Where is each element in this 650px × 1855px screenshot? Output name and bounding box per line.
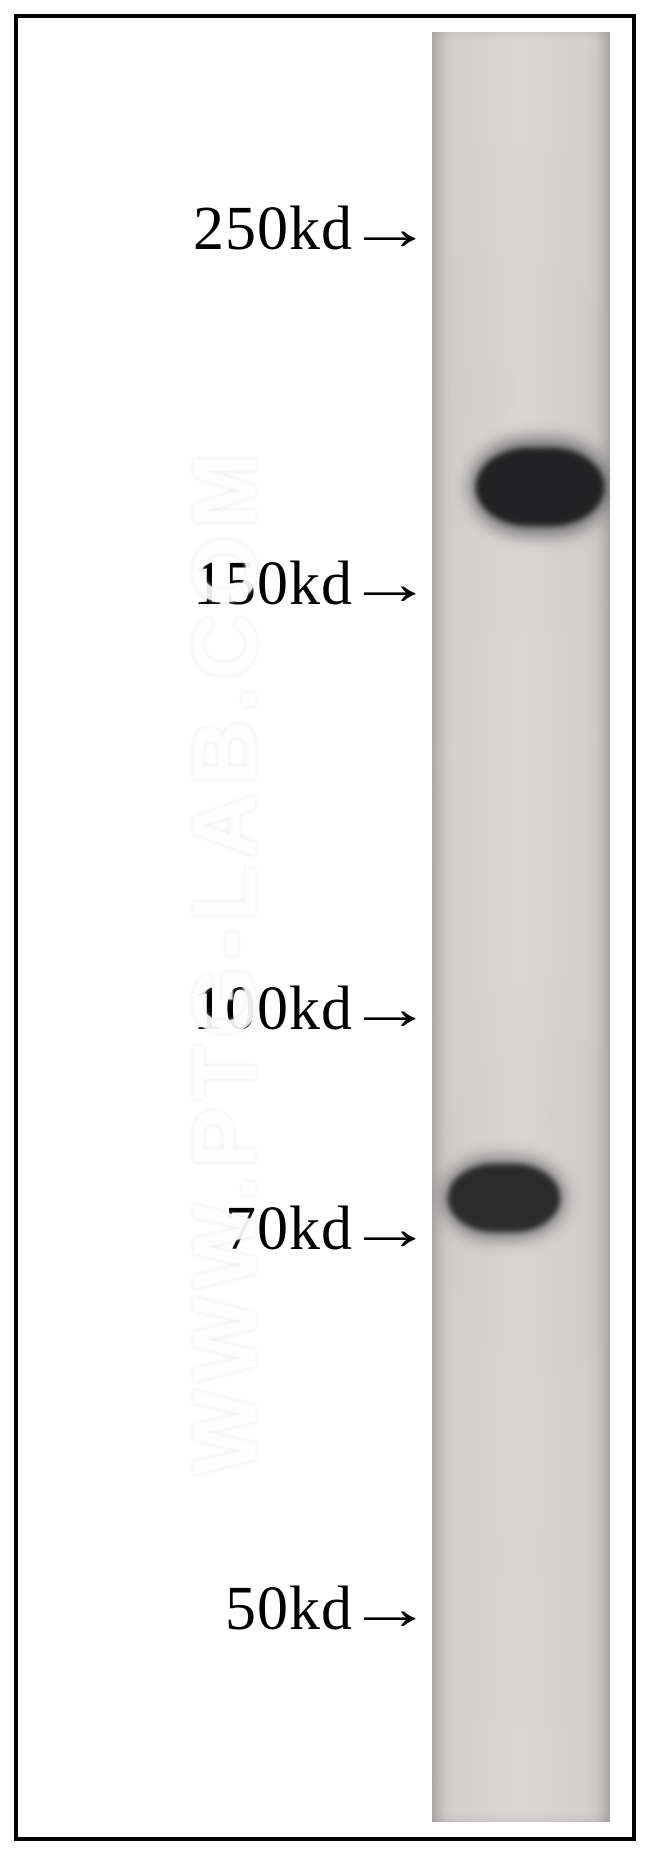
frame-edge-bottom <box>14 1837 636 1841</box>
arrow-right-icon: → <box>346 974 434 1045</box>
marker-label-text: 250kd <box>193 194 353 265</box>
blot-band <box>442 1156 566 1240</box>
marker-250kd: 250kd → <box>0 193 422 267</box>
frame-edge-right <box>632 14 636 1841</box>
frame-edge-top <box>14 14 636 18</box>
lane-texture <box>432 32 610 1822</box>
marker-100kd: 100kd → <box>0 973 422 1047</box>
marker-label-text: 100kd <box>193 974 353 1045</box>
arrow-right-icon: → <box>346 549 434 620</box>
arrow-right-icon: → <box>346 1574 434 1645</box>
arrow-right-icon: → <box>346 194 434 265</box>
frame-edge-left <box>14 14 18 1841</box>
arrow-right-icon: → <box>346 1194 434 1265</box>
marker-label-text: 150kd <box>193 549 353 620</box>
blot-band <box>470 438 610 536</box>
marker-50kd: 50kd → <box>0 1573 422 1647</box>
blot-lane <box>432 32 610 1822</box>
marker-150kd: 150kd → <box>0 548 422 622</box>
marker-label-text: 70kd <box>225 1194 353 1265</box>
marker-70kd: 70kd → <box>0 1193 422 1267</box>
marker-label-text: 50kd <box>225 1574 353 1645</box>
